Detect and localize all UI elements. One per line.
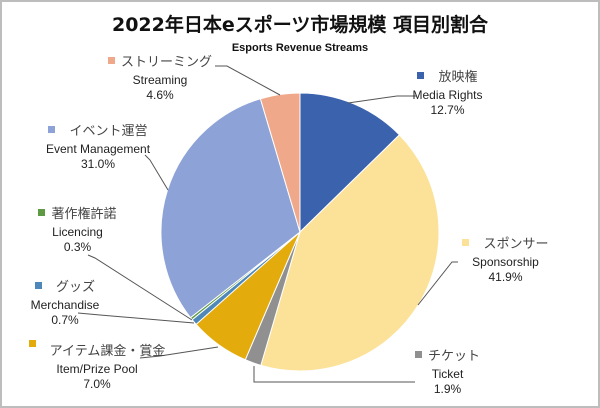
label-en: Sponsorship: [472, 255, 539, 269]
label-jp: チケット: [427, 349, 480, 364]
legend-swatch-item-prize: [28, 340, 36, 347]
label-en: Ticket: [431, 367, 464, 381]
label-en: Item/Prize Pool: [56, 362, 138, 376]
label-en: Media Rights: [412, 88, 483, 102]
label-merchandise: グッズ Merchandise 0.7%: [10, 276, 120, 327]
label-item-prize-pool: アイテム課金・賞金 Item/Prize Pool 7.0%: [2, 340, 192, 391]
label-jp: グッズ: [55, 280, 95, 295]
leader-line-item-prize: [139, 346, 219, 359]
legend-swatch-merchandise: [34, 282, 42, 289]
label-pct: 0.7%: [51, 313, 79, 327]
label-pct: 41.9%: [488, 270, 523, 284]
label-jp: 著作権許諾: [51, 207, 117, 222]
label-pct: 4.6%: [146, 88, 174, 102]
pie-slices: [160, 92, 440, 372]
leader-line-media-rights: [347, 95, 416, 104]
label-jp: 放映権: [438, 70, 478, 85]
label-licencing: 著作権許諾 Licencing 0.3%: [20, 203, 135, 254]
legend-swatch-ticket: [414, 351, 422, 358]
label-ticket: チケット Ticket 1.9%: [400, 345, 495, 396]
label-sponsorship: スポンサー Sponsorship 41.9%: [443, 233, 568, 284]
label-pct: 1.9%: [433, 382, 462, 396]
label-pct: 31.0%: [80, 157, 116, 171]
label-en: Licencing: [52, 225, 103, 239]
legend-swatch-sponsorship: [462, 239, 470, 246]
chart-subtitle: Esports Revenue Streams: [231, 42, 369, 54]
label-en: Streaming: [132, 73, 188, 87]
label-jp: イベント運営: [69, 124, 148, 139]
legend-swatch-event: [48, 126, 56, 133]
label-pct: 12.7%: [430, 103, 465, 117]
pie-slice-media-rights: [299, 92, 401, 234]
chart-title: 2022年日本eスポーツ市場規模 項目別割合: [111, 14, 488, 36]
label-media-rights: 放映権 Media Rights 12.7%: [380, 66, 515, 117]
leader-line-merchandise: [77, 312, 195, 324]
label-streaming: ストリーミング Streaming 4.6%: [95, 51, 225, 102]
legend-swatch-streaming: [107, 57, 115, 64]
label-event-management: イベント運営 Event Management 31.0%: [18, 120, 178, 171]
label-pct: 7.0%: [83, 377, 111, 391]
label-en: Merchandise: [30, 298, 100, 312]
leader-line-event: [144, 154, 169, 191]
label-jp: ストリーミング: [120, 55, 212, 70]
leader-line-sponsorship: [417, 261, 458, 306]
leader-lines: [77, 65, 458, 383]
label-en: Event Management: [45, 142, 151, 156]
leader-line-streaming: [215, 65, 281, 96]
label-jp: スポンサー: [483, 237, 549, 252]
label-pct: 0.3%: [63, 240, 92, 254]
legend-swatch-licencing: [38, 209, 46, 216]
leader-line-ticket: [253, 366, 415, 383]
leader-line-licencing: [87, 254, 193, 321]
legend-swatch-media-rights: [417, 72, 425, 79]
label-jp: アイテム課金・賞金: [49, 344, 166, 359]
